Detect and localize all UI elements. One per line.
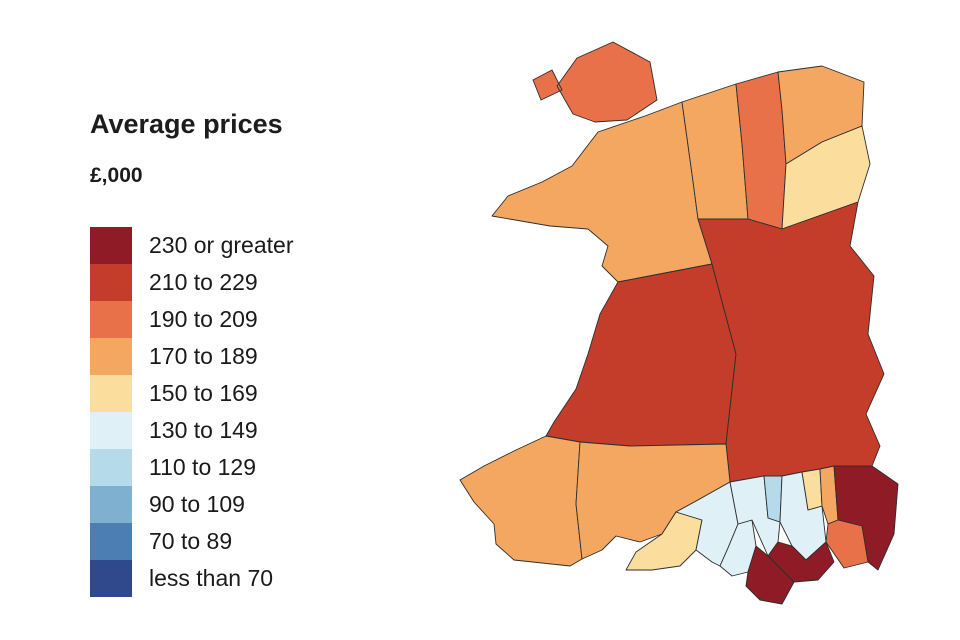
legend-swatch bbox=[90, 411, 132, 449]
legend-swatch bbox=[90, 485, 132, 523]
map-region-gwynedd bbox=[491, 101, 713, 283]
map-regions-group bbox=[459, 41, 899, 605]
legend: Average prices £,000 230 or greater 210 … bbox=[90, 109, 294, 597]
map-region-pembrokeshire bbox=[459, 435, 583, 567]
legend-item-label: 150 to 169 bbox=[149, 379, 258, 406]
legend-swatch bbox=[90, 374, 132, 412]
legend-title: Average prices bbox=[90, 109, 283, 139]
legend-swatch bbox=[90, 263, 132, 301]
legend-item: less than 70 bbox=[90, 559, 293, 597]
legend-item: 190 to 209 bbox=[90, 300, 293, 338]
legend-item-label: 190 to 209 bbox=[149, 305, 258, 332]
legend-subtitle: £,000 bbox=[90, 163, 143, 187]
legend-item: 230 or greater bbox=[90, 226, 294, 264]
legend-item-label: 210 to 229 bbox=[149, 268, 258, 295]
legend-swatch bbox=[90, 448, 132, 486]
map-region-bridgend bbox=[719, 519, 757, 577]
legend-swatch bbox=[90, 522, 132, 560]
legend-items: 230 or greater 210 to 229 190 to 209 170… bbox=[90, 226, 294, 597]
legend-item: 90 to 109 bbox=[90, 485, 293, 523]
map-region-vale-of-glamorgan bbox=[745, 545, 795, 605]
map-region-isle-of-anglesey bbox=[532, 41, 658, 123]
legend-item: 130 to 149 bbox=[90, 411, 293, 449]
map-region-ceredigion bbox=[545, 263, 737, 447]
legend-swatch bbox=[90, 337, 132, 375]
legend-swatch bbox=[90, 559, 132, 597]
legend-item-label: less than 70 bbox=[149, 564, 274, 591]
legend-item-label: 170 to 189 bbox=[149, 342, 258, 369]
legend-item: 150 to 169 bbox=[90, 374, 293, 412]
legend-item: 170 to 189 bbox=[90, 337, 293, 375]
legend-item-label: 70 to 89 bbox=[149, 527, 233, 554]
map-container bbox=[430, 14, 930, 629]
legend-item-label: 90 to 109 bbox=[149, 490, 245, 517]
legend-item: 110 to 129 bbox=[90, 448, 293, 486]
legend-item-label: 230 or greater bbox=[149, 231, 294, 258]
legend-item: 70 to 89 bbox=[90, 522, 293, 560]
legend-item: 210 to 229 bbox=[90, 263, 293, 301]
legend-item-label: 110 to 129 bbox=[149, 453, 257, 480]
legend-item-label: 130 to 149 bbox=[149, 416, 258, 443]
wales-map bbox=[459, 41, 899, 605]
legend-swatch bbox=[90, 226, 132, 264]
legend-swatch bbox=[90, 300, 132, 338]
